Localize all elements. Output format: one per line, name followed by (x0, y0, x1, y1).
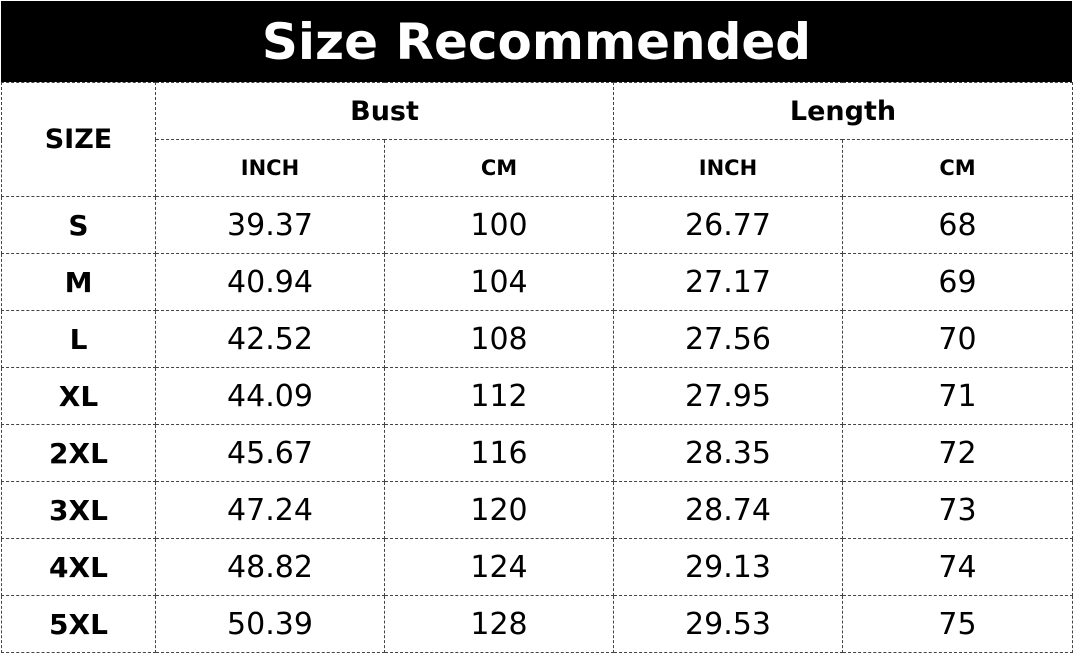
size-cell: M (1, 253, 156, 311)
header-row: SIZE Bust Length (1, 82, 1073, 197)
bust-cm-cell: 116 (384, 424, 614, 482)
length-inch-header: INCH (613, 139, 843, 197)
bust-inch-cell: 48.82 (155, 538, 385, 596)
bust-inch-cell: 45.67 (155, 424, 385, 482)
length-inch-cell: 29.13 (613, 538, 843, 596)
bust-cm-cell: 104 (384, 253, 614, 311)
size-cell: 2XL (1, 424, 156, 482)
length-cm-cell: 75 (842, 595, 1073, 653)
table-row: 2XL 45.67 116 28.35 72 (1, 424, 1073, 482)
bust-cm-cell: 108 (384, 310, 614, 368)
size-header: SIZE (1, 82, 156, 197)
table-row: 4XL 48.82 124 29.13 74 (1, 538, 1073, 596)
table-row: XL 44.09 112 27.95 71 (1, 367, 1073, 425)
bust-inch-cell: 40.94 (155, 253, 385, 311)
size-cell: 3XL (1, 481, 156, 539)
length-cm-cell: 70 (842, 310, 1073, 368)
bust-inch-cell: 39.37 (155, 196, 385, 254)
length-inch-cell: 27.56 (613, 310, 843, 368)
table-row: M 40.94 104 27.17 69 (1, 253, 1073, 311)
bust-inch-cell: 47.24 (155, 481, 385, 539)
length-cm-cell: 69 (842, 253, 1073, 311)
bust-cm-cell: 112 (384, 367, 614, 425)
length-cm-cell: 72 (842, 424, 1073, 482)
bust-inch-cell: 50.39 (155, 595, 385, 653)
length-cm-header: CM (842, 139, 1073, 197)
length-inch-cell: 28.35 (613, 424, 843, 482)
length-cm-cell: 68 (842, 196, 1073, 254)
bust-inch-cell: 42.52 (155, 310, 385, 368)
length-cm-cell: 71 (842, 367, 1073, 425)
bust-header: Bust (155, 82, 614, 140)
size-cell: XL (1, 367, 156, 425)
length-inch-cell: 26.77 (613, 196, 843, 254)
subheader-row: INCH CM INCH CM (2, 139, 1073, 197)
length-cm-cell: 73 (842, 481, 1073, 539)
bust-inch-cell: 44.09 (155, 367, 385, 425)
length-header: Length (613, 82, 1073, 140)
bust-cm-header: CM (384, 139, 614, 197)
bust-cm-cell: 100 (384, 196, 614, 254)
table-row: L 42.52 108 27.56 70 (1, 310, 1073, 368)
size-table: SIZE Bust Length INCH CM INCH CM S 39.37 1… (1, 82, 1073, 653)
length-inch-cell: 28.74 (613, 481, 843, 539)
length-inch-cell: 27.17 (613, 253, 843, 311)
length-cm-cell: 74 (842, 538, 1073, 596)
bust-cm-cell: 128 (384, 595, 614, 653)
page-title: Size Recommended (1, 1, 1072, 82)
size-cell: 5XL (1, 595, 156, 653)
size-cell: L (1, 310, 156, 368)
bust-cm-cell: 124 (384, 538, 614, 596)
bust-inch-header: INCH (155, 139, 385, 197)
size-cell: 4XL (1, 538, 156, 596)
length-inch-cell: 29.53 (613, 595, 843, 653)
table-row: 3XL 47.24 120 28.74 73 (1, 481, 1073, 539)
length-inch-cell: 27.95 (613, 367, 843, 425)
table-row: S 39.37 100 26.77 68 (1, 196, 1073, 254)
bust-cm-cell: 120 (384, 481, 614, 539)
size-cell: S (1, 196, 156, 254)
table-row: 5XL 50.39 128 29.53 75 (1, 595, 1073, 653)
